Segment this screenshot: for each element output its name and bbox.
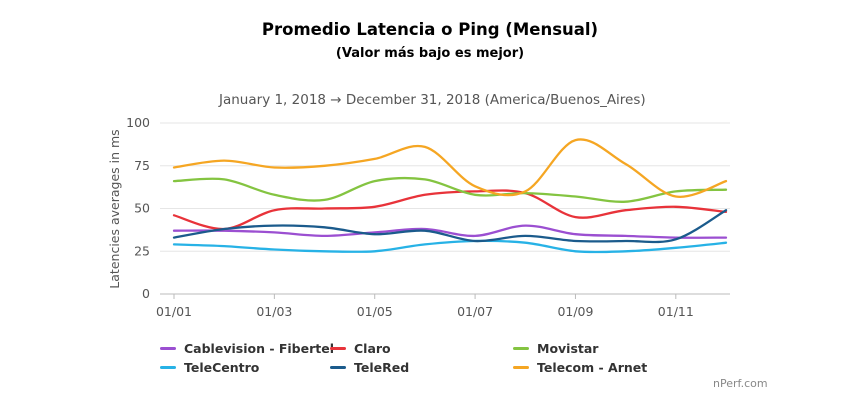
series-line-telecom-arnet bbox=[172, 138, 728, 198]
x-tick-label: 01/05 bbox=[357, 304, 393, 319]
series-line-telecentro bbox=[172, 239, 728, 254]
legend-label: Claro bbox=[354, 341, 391, 356]
series-line-cablevision-fibertel bbox=[172, 224, 728, 239]
x-tick-label: 01/03 bbox=[256, 304, 292, 319]
y-tick-label: 0 bbox=[142, 286, 150, 301]
legend-swatch bbox=[160, 347, 176, 350]
legend-item[interactable]: TeleRed bbox=[330, 360, 409, 375]
legend-label: Cablevision - Fibertel bbox=[184, 341, 335, 356]
legend-item[interactable]: Cablevision - Fibertel bbox=[160, 341, 334, 356]
x-axis-ticks: 01/01 01/03 01/05 01/07 01/09 01/11 bbox=[156, 294, 694, 319]
y-tick-label: 50 bbox=[134, 201, 150, 216]
x-tick-label: 01/07 bbox=[457, 304, 493, 319]
legend-item[interactable]: TeleCentro bbox=[160, 360, 259, 375]
y-tick-label: 25 bbox=[134, 243, 150, 258]
y-axis-label: Latencies averages in ms bbox=[107, 129, 122, 288]
legend-item[interactable]: Claro bbox=[330, 341, 391, 356]
legend-label: TeleRed bbox=[354, 360, 410, 375]
legend-label: Telecom - Arnet bbox=[537, 360, 648, 375]
series-line-telered bbox=[172, 209, 728, 244]
x-tick-label: 01/09 bbox=[557, 304, 593, 319]
series-line-movistar bbox=[172, 176, 728, 203]
y-tick-label: 100 bbox=[126, 115, 150, 130]
legend-item[interactable]: Telecom - Arnet bbox=[513, 360, 647, 375]
series-lines bbox=[172, 138, 728, 254]
date-range: January 1, 2018 → December 31, 2018 (Ame… bbox=[219, 92, 646, 108]
x-tick-label: 01/01 bbox=[156, 304, 192, 319]
legend-swatch bbox=[513, 366, 529, 369]
legend-swatch bbox=[160, 366, 176, 369]
y-tick-label: 75 bbox=[134, 158, 150, 173]
x-tick-label: 01/11 bbox=[658, 304, 694, 319]
legend-label: TeleCentro bbox=[184, 360, 260, 375]
legend-item[interactable]: Movistar bbox=[513, 341, 598, 356]
series-line-claro bbox=[172, 189, 728, 231]
chart-title: Promedio Latencia o Ping (Mensual) bbox=[261, 20, 599, 39]
legend-swatch bbox=[513, 347, 529, 350]
legend-swatch bbox=[330, 366, 346, 369]
grid-lines bbox=[160, 122, 730, 295]
chart-subtitle: (Valor más bajo es mejor) bbox=[335, 46, 525, 61]
legend-label: Movistar bbox=[537, 341, 599, 356]
source-credit: nPerf.com bbox=[713, 377, 768, 390]
legend-swatch bbox=[330, 347, 346, 350]
y-axis-ticks: 0 25 50 75 100 bbox=[126, 115, 150, 301]
